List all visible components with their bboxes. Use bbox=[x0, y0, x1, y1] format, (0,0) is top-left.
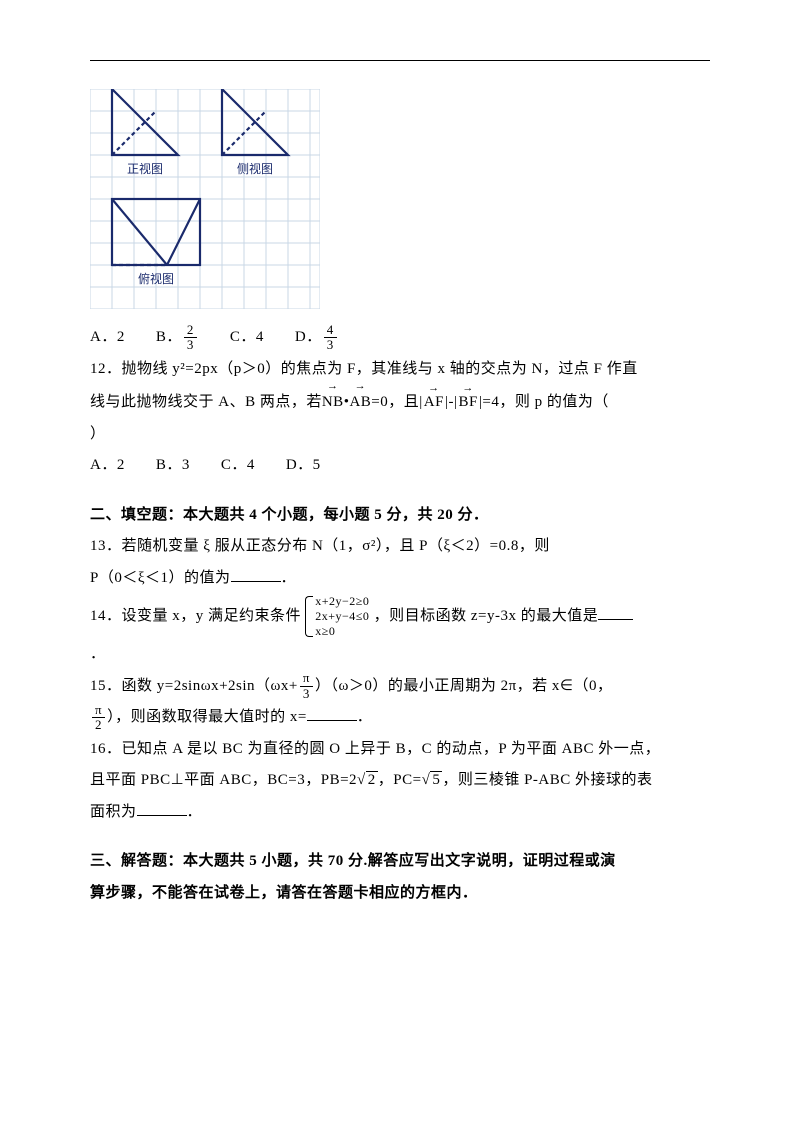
q12-line1: 12．抛物线 y²=2px（p＞0）的焦点为 F，其准线与 x 轴的交点为 N，… bbox=[90, 354, 710, 386]
vec-ab: AB bbox=[349, 385, 371, 419]
frac-pi2: π2 bbox=[92, 703, 105, 733]
opt-b-frac: 23 bbox=[184, 323, 197, 353]
vec-nb: NB bbox=[322, 385, 344, 419]
q11-options: A．2 B．23 C．4 D．43 bbox=[90, 322, 710, 354]
section3-a: 三、解答题：本大题共 5 小题，共 70 分.解答应写出文字说明，证明过程或演 bbox=[90, 846, 710, 878]
q12-line3: ） bbox=[90, 419, 710, 451]
q12-line2: 线与此抛物线交于 A、B 两点，若NB•AB=0，且|AF|-|BF|=4，则 … bbox=[90, 385, 710, 419]
q14-dot: ． bbox=[90, 639, 710, 671]
q16-b: 且平面 PBC⊥平面 ABC，BC=3，PB=2√2，PC=√5，则三棱锥 P-… bbox=[90, 765, 710, 797]
vec-bf: BF bbox=[458, 387, 479, 419]
blank-13 bbox=[231, 567, 281, 582]
page: 正视图 侧视图 俯视图 A．2 B．23 C．4 D．43 12．抛物线 y²=… bbox=[0, 0, 800, 1132]
q16-a: 16．已知点 A 是以 BC 为直径的圆 O 上异于 B，C 的动点，P 为平面… bbox=[90, 734, 710, 766]
q15-a: 15．函数 y=2sinωx+2sin（ωx+π3）（ω＞0）的最小正周期为 2… bbox=[90, 671, 710, 703]
q15-b: π2），则函数取得最大值时的 x=． bbox=[90, 702, 710, 734]
sqrt2: √2 bbox=[357, 765, 378, 797]
section3-b: 算步骤，不能答在试卷上，请答在答题卡相应的方框内． bbox=[90, 878, 710, 910]
q16-c: 面积为． bbox=[90, 797, 710, 829]
section2-title: 二、填空题：本大题共 4 个小题，每小题 5 分，共 20 分． bbox=[90, 500, 710, 532]
opt-a: 2 bbox=[117, 329, 125, 345]
q14: 14．设变量 x，y 满足约束条件 x+2y−2≥0 2x+y−4≤0 x≥0 … bbox=[90, 594, 710, 639]
opt-d-frac: 43 bbox=[324, 323, 337, 353]
blank-14 bbox=[598, 605, 633, 620]
three-view-svg: 正视图 侧视图 俯视图 bbox=[90, 89, 320, 309]
sqrt5: √5 bbox=[422, 765, 443, 797]
three-view-figure: 正视图 侧视图 俯视图 bbox=[90, 89, 710, 314]
blank-15 bbox=[307, 706, 357, 721]
q13-b: P（0＜ξ＜1）的值为． bbox=[90, 563, 710, 595]
top-rule bbox=[90, 60, 710, 61]
label-side: 侧视图 bbox=[237, 161, 273, 176]
opt-c: 4 bbox=[256, 329, 264, 345]
label-front: 正视图 bbox=[127, 161, 163, 176]
vec-af: AF bbox=[423, 387, 445, 419]
q12-opts: A．2 B．3 C．4 D．5 bbox=[90, 450, 710, 482]
q13-a: 13．若随机变量 ξ 服从正态分布 N（1，σ²），且 P（ξ＜2）=0.8，则 bbox=[90, 531, 710, 563]
constraint-system: x+2y−2≥0 2x+y−4≤0 x≥0 bbox=[305, 594, 369, 639]
frac-pi3: π3 bbox=[300, 671, 313, 701]
blank-16 bbox=[137, 801, 187, 816]
label-top: 俯视图 bbox=[138, 271, 174, 286]
